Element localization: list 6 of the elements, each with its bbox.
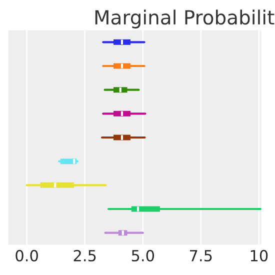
x-tick-label: 0.0 (16, 250, 38, 262)
x-tick-label: 10 (250, 250, 268, 262)
x-tick-label: 5.0 (132, 250, 154, 262)
x-tick-label: 7.5 (190, 250, 212, 262)
chart-title: Marginal Probabilit (95, 10, 274, 28)
x-tick-label: 2.5 (74, 250, 96, 262)
